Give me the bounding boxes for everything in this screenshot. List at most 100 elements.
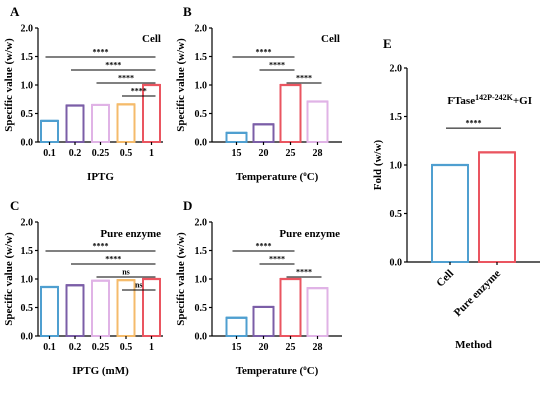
bar bbox=[225, 131, 248, 144]
y-tick-label: 0.5 bbox=[195, 109, 208, 120]
bar bbox=[306, 100, 329, 143]
bar bbox=[65, 104, 85, 143]
x-tick-label: 25 bbox=[286, 342, 296, 353]
y-axis-title: Specific value (w/w) bbox=[175, 38, 187, 132]
significance-label: **** bbox=[296, 74, 312, 83]
significance-label: **** bbox=[105, 255, 121, 264]
y-tick-label: 0.0 bbox=[21, 138, 34, 149]
y-axis-title: Specific value (w/w) bbox=[3, 232, 15, 326]
panel-letter: A bbox=[10, 4, 20, 19]
y-tick-label: 1.0 bbox=[195, 81, 208, 92]
x-axis-title: Temperature (oC) bbox=[236, 364, 319, 377]
panel-letter: E bbox=[383, 36, 392, 51]
y-axis-title: Specific value (w/w) bbox=[175, 232, 187, 326]
x-tick-label: 0.5 bbox=[120, 342, 133, 353]
x-axis-title: IPTG bbox=[87, 171, 114, 183]
significance-label: ns bbox=[135, 281, 143, 290]
y-tick-label: 1.0 bbox=[195, 275, 208, 286]
x-tick-label: 0.5 bbox=[120, 148, 133, 159]
x-tick-label: 0.2 bbox=[69, 148, 82, 159]
y-tick-label: 1.0 bbox=[390, 161, 403, 172]
y-axis-title: Fold (w/w) bbox=[372, 139, 384, 190]
x-tick-label: 28 bbox=[313, 342, 323, 353]
bar bbox=[306, 287, 329, 337]
significance-label: **** bbox=[256, 48, 272, 57]
x-axis-title: IPTG (mM) bbox=[72, 365, 129, 377]
chart-panel-b: B 0.0 0.5 1.0 1.5 2.0 Specific value (w/w) Temp… bbox=[175, 4, 342, 183]
panel-letter: C bbox=[10, 198, 19, 213]
x-tick-label: 1 bbox=[149, 148, 154, 159]
bar bbox=[252, 123, 275, 144]
significance-label: **** bbox=[93, 242, 109, 251]
bar bbox=[91, 103, 110, 143]
y-tick-label: 0.0 bbox=[195, 332, 208, 343]
y-tick-label: 1.5 bbox=[21, 246, 34, 257]
significance-label: **** bbox=[256, 242, 272, 251]
panel-letter: B bbox=[183, 4, 192, 19]
x-tick-label: 28 bbox=[313, 148, 323, 159]
bar bbox=[65, 284, 85, 337]
chart-panel-c: C 0.0 0.5 1.0 1.5 2.0 Specific value (w/w) IPTG… bbox=[3, 198, 163, 377]
significance-label: ns bbox=[122, 268, 130, 277]
y-tick-label: 0.0 bbox=[195, 138, 208, 149]
chart-panel-e: E 0.0 0.5 1.0 1.5 2.0 Fold (w/w) Method FTase142… bbox=[372, 36, 540, 351]
y-tick-label: 0.5 bbox=[21, 109, 34, 120]
significance-label: **** bbox=[105, 61, 121, 70]
x-tick-label: 0.2 bbox=[69, 342, 82, 353]
bar bbox=[431, 164, 469, 263]
significance-label: **** bbox=[131, 87, 147, 96]
significance-label: **** bbox=[118, 74, 134, 83]
x-tick-label: 25 bbox=[286, 148, 296, 159]
panel-corner-label: Pure enzyme bbox=[100, 228, 161, 240]
chart-panel-a: A 0.0 0.5 1.0 1.5 2.0 Specific value (w/w) IPTG… bbox=[3, 4, 163, 183]
bar bbox=[225, 316, 248, 338]
x-tick-label: 15 bbox=[232, 342, 242, 353]
significance-label: **** bbox=[466, 119, 482, 128]
bar bbox=[252, 305, 275, 337]
x-tick-label: 20 bbox=[259, 342, 269, 353]
y-tick-label: 0.0 bbox=[390, 258, 403, 269]
y-tick-label: 0.5 bbox=[195, 303, 208, 314]
bar bbox=[40, 119, 59, 144]
y-tick-label: 1.0 bbox=[21, 275, 34, 286]
panel-corner-label: FTase142P-242K+GI bbox=[447, 93, 532, 108]
x-tick-label: 0.25 bbox=[92, 342, 110, 353]
y-tick-label: 2.0 bbox=[21, 24, 34, 35]
y-tick-label: 1.0 bbox=[21, 81, 34, 92]
significance-label: **** bbox=[269, 255, 285, 264]
x-tick-label: 0.25 bbox=[92, 148, 110, 159]
x-axis-title: Temperature (oC) bbox=[236, 170, 319, 183]
y-axis-title: Specific value (w/w) bbox=[3, 38, 15, 132]
bar bbox=[40, 285, 59, 338]
y-tick-label: 2.0 bbox=[195, 24, 208, 35]
bar bbox=[91, 279, 110, 337]
bar bbox=[116, 279, 136, 338]
x-tick-label: 0.1 bbox=[43, 342, 56, 353]
x-tick-label: 1 bbox=[149, 342, 154, 353]
panel-corner-label: Pure enzyme bbox=[279, 228, 340, 240]
bar bbox=[142, 278, 161, 337]
significance-label: **** bbox=[269, 61, 285, 70]
panel-corner-label: Cell bbox=[142, 33, 161, 45]
y-tick-label: 1.5 bbox=[195, 246, 208, 257]
y-tick-label: 0.0 bbox=[21, 332, 34, 343]
bar bbox=[279, 84, 302, 143]
y-tick-label: 2.0 bbox=[390, 64, 403, 75]
y-tick-label: 1.5 bbox=[195, 52, 208, 63]
x-tick-label: 0.1 bbox=[43, 148, 56, 159]
panel-corner-label: Cell bbox=[321, 33, 340, 45]
x-tick-label: 15 bbox=[232, 148, 242, 159]
y-tick-label: 0.5 bbox=[21, 303, 34, 314]
bar bbox=[478, 151, 516, 263]
x-tick-label: Cell bbox=[434, 268, 456, 290]
x-tick-label: Pure enzyme bbox=[452, 268, 503, 319]
significance-label: **** bbox=[296, 268, 312, 277]
significance-label: **** bbox=[93, 48, 109, 57]
y-tick-label: 2.0 bbox=[21, 218, 34, 229]
x-tick-label: 20 bbox=[259, 148, 269, 159]
y-tick-label: 2.0 bbox=[195, 218, 208, 229]
panel-letter: D bbox=[183, 198, 192, 213]
chart-panel-d: D 0.0 0.5 1.0 1.5 2.0 Specific value (w/w) Temp… bbox=[175, 198, 342, 377]
y-tick-label: 0.5 bbox=[390, 209, 403, 220]
